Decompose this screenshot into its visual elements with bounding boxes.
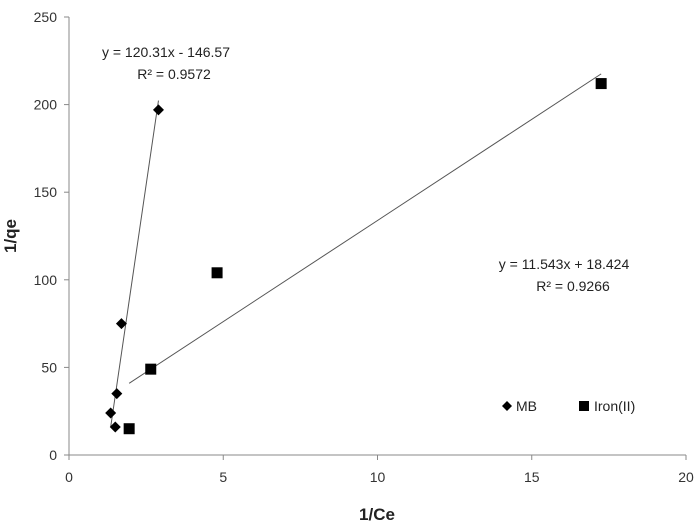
axis-ticks: 0 50 100 150 200 250 0 5 10 15 20 — [34, 9, 694, 485]
y-tick-label: 150 — [34, 184, 58, 200]
iron-point — [123, 423, 135, 435]
data-points — [105, 78, 607, 435]
y-tick-label: 250 — [34, 9, 58, 25]
x-axis-title: 1/Ce — [359, 505, 395, 524]
y-tick-label: 0 — [49, 447, 57, 463]
legend-mb-marker — [502, 401, 512, 411]
y-tick-label: 200 — [34, 97, 58, 113]
legend: MB Iron(II) — [502, 398, 635, 414]
iron-point — [595, 78, 607, 90]
x-tick-label: 20 — [678, 469, 694, 485]
y-tick-label: 100 — [34, 272, 58, 288]
y-tick-label: 50 — [41, 359, 57, 375]
axes — [68, 17, 686, 456]
x-tick-label: 0 — [65, 469, 73, 485]
x-tick-label: 10 — [370, 469, 386, 485]
mb-point — [115, 318, 127, 330]
x-tick-label: 15 — [524, 469, 540, 485]
legend-iron-label: Iron(II) — [594, 398, 635, 414]
trendlines — [110, 73, 602, 428]
iron-equation-label: y = 11.543x + 18.424 — [499, 256, 630, 272]
mb-point — [111, 388, 123, 400]
mb-point — [152, 104, 164, 116]
legend-iron-marker — [579, 401, 589, 411]
mb-point — [109, 421, 121, 433]
mb-trendline — [110, 100, 159, 428]
iron-point — [211, 267, 223, 279]
iron-r2-label: R² = 0.9266 — [536, 278, 610, 294]
x-tick-label: 5 — [219, 469, 227, 485]
mb-point — [105, 407, 117, 419]
mb-r2-label: R² = 0.9572 — [137, 66, 211, 82]
legend-mb-label: MB — [516, 398, 537, 414]
y-axis-title: 1/qe — [1, 219, 20, 253]
mb-equation-label: y = 120.31x - 146.57 — [102, 44, 230, 60]
iron-trendline — [128, 73, 602, 384]
iron-point — [145, 363, 157, 375]
